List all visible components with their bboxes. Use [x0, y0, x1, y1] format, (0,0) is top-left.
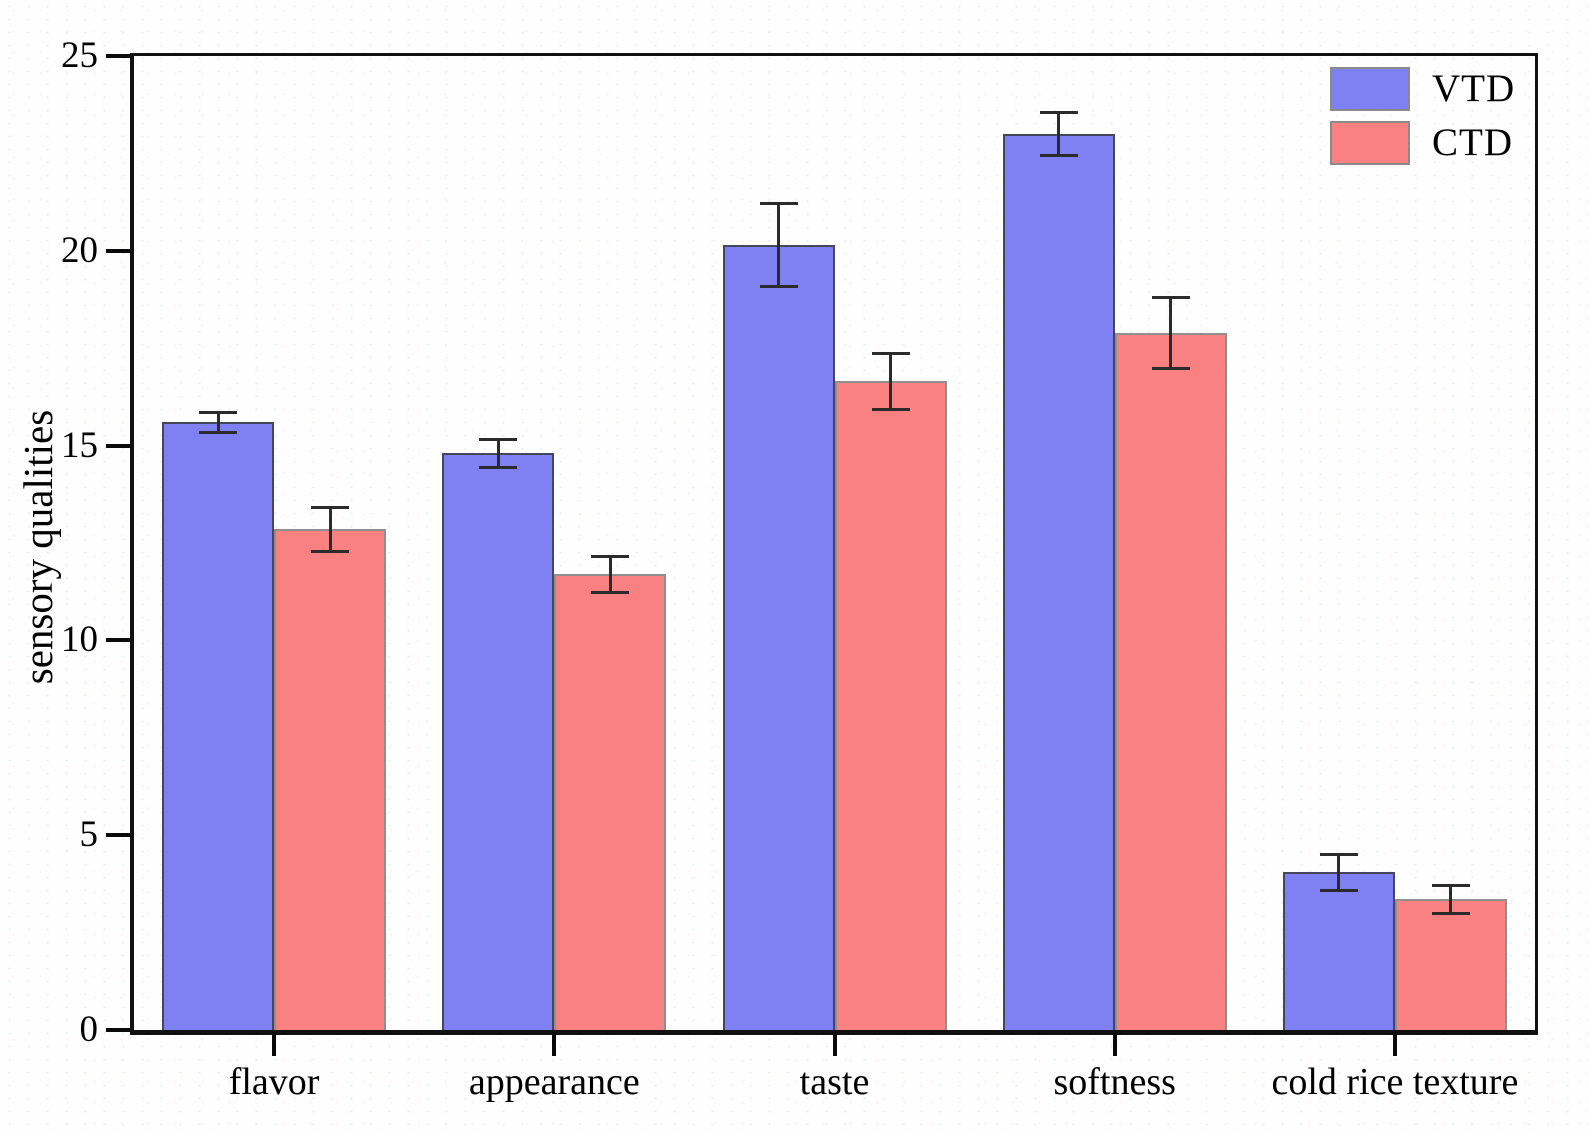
x-tick-cold-rice-texture	[1392, 1032, 1397, 1056]
error-bar-cap-bottom	[759, 284, 798, 288]
legend-item-vtd: VTD	[1330, 66, 1515, 111]
error-bar-cap-bottom	[1319, 888, 1358, 892]
x-tick-label-cold-rice-texture: cold rice texture	[1271, 1061, 1519, 1103]
error-bar-cap-top	[199, 410, 238, 414]
y-tick-label-0: 0	[79, 1009, 99, 1050]
error-bar-cap-top	[1319, 852, 1358, 856]
error-bar-stem	[608, 554, 612, 594]
error-bar-cap-bottom	[199, 430, 238, 434]
error-bar-ctd-softness	[1151, 295, 1190, 370]
error-bar-cap-bottom	[479, 465, 518, 469]
x-tick-softness	[1112, 1032, 1117, 1056]
legend-label-ctd: CTD	[1432, 121, 1513, 164]
error-bar-vtd-flavor	[199, 410, 238, 434]
bar-vtd-cold-rice-texture	[1282, 872, 1395, 1030]
error-bar-cap-bottom	[591, 590, 630, 594]
error-bar-cap-top	[479, 437, 518, 441]
y-tick-label-25: 25	[61, 35, 98, 76]
x-tick-flavor	[272, 1032, 277, 1056]
y-tick-label-20: 20	[61, 229, 98, 271]
error-bar-cap-bottom	[1039, 154, 1078, 158]
y-axis-title: sensory qualities	[15, 409, 61, 685]
error-bar-ctd-appearance	[591, 554, 630, 594]
y-tick-label-10: 10	[61, 619, 98, 661]
legend-swatch-ctd	[1330, 120, 1410, 165]
error-bar-cap-top	[759, 202, 798, 206]
bar-ctd-flavor	[274, 529, 387, 1030]
error-bar-cap-bottom	[1151, 366, 1190, 370]
error-bar-cap-top	[1151, 295, 1190, 299]
bar-vtd-appearance	[442, 453, 555, 1030]
error-bar-stem	[1449, 883, 1453, 916]
plot-area: VTD CTD	[130, 53, 1538, 1035]
error-bar-cap-bottom	[871, 407, 910, 411]
error-bar-stem	[1337, 852, 1341, 892]
x-tick-label-softness: softness	[1053, 1061, 1176, 1103]
bar-ctd-appearance	[554, 574, 667, 1030]
bar-vtd-softness	[1002, 133, 1115, 1030]
x-tick-label-flavor: flavor	[228, 1061, 320, 1103]
bar-vtd-flavor	[162, 422, 275, 1030]
bar-ctd-cold-rice-texture	[1394, 899, 1507, 1030]
error-bar-stem	[216, 410, 220, 434]
error-bar-cap-top	[591, 554, 630, 558]
error-bar-vtd-cold-rice-texture	[1319, 852, 1358, 892]
error-bar-vtd-softness	[1039, 110, 1078, 158]
error-bar-stem	[1057, 110, 1061, 158]
legend-item-ctd: CTD	[1330, 120, 1515, 165]
y-tick-label-5: 5	[79, 814, 99, 856]
error-bar-stem	[777, 202, 780, 288]
error-bar-cap-top	[871, 352, 910, 356]
error-bar-stem	[496, 437, 500, 469]
error-bar-cap-bottom	[1431, 912, 1470, 916]
legend: VTD CTD	[1330, 66, 1515, 174]
legend-label-vtd: VTD	[1432, 67, 1516, 110]
bar-ctd-softness	[1114, 332, 1227, 1030]
error-bar-ctd-flavor	[311, 505, 350, 553]
error-bar-ctd-taste	[871, 352, 910, 411]
y-tick-label-15: 15	[61, 424, 98, 466]
error-bar-cap-top	[311, 505, 350, 509]
y-tick-20	[106, 248, 130, 253]
y-tick-5	[106, 833, 130, 838]
bar-vtd-taste	[722, 244, 835, 1030]
error-bar-vtd-taste	[759, 202, 798, 288]
bar-ctd-taste	[834, 381, 947, 1030]
legend-swatch-vtd	[1330, 66, 1410, 111]
error-bar-cap-top	[1431, 883, 1470, 887]
x-tick-label-taste: taste	[799, 1061, 870, 1103]
error-bar-stem	[328, 505, 332, 553]
error-bar-stem	[1169, 295, 1173, 370]
x-tick-taste	[832, 1032, 837, 1056]
y-tick-0	[106, 1028, 130, 1032]
error-bar-ctd-cold-rice-texture	[1431, 883, 1470, 916]
y-tick-25	[106, 54, 130, 58]
y-tick-10	[106, 638, 130, 643]
error-bar-stem	[889, 352, 892, 411]
error-bar-cap-bottom	[311, 549, 350, 553]
x-tick-appearance	[552, 1032, 557, 1056]
y-tick-15	[106, 443, 130, 448]
error-bar-vtd-appearance	[479, 437, 518, 469]
error-bar-cap-top	[1039, 110, 1078, 114]
x-tick-label-appearance: appearance	[468, 1061, 640, 1103]
